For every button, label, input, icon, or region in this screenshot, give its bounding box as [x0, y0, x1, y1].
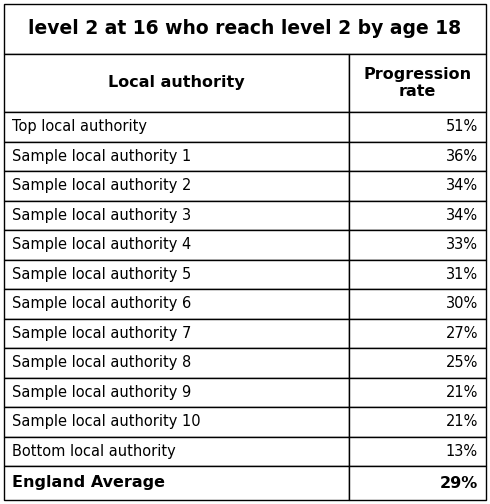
Text: 33%: 33%: [446, 237, 478, 252]
Text: Progression
rate: Progression rate: [363, 67, 471, 99]
Bar: [4, 142, 348, 171]
Bar: [4, 112, 348, 142]
Bar: [4, 466, 348, 500]
Text: Sample local authority 2: Sample local authority 2: [12, 178, 192, 193]
Text: 25%: 25%: [445, 355, 478, 370]
Bar: [348, 407, 486, 436]
Text: 31%: 31%: [446, 267, 478, 282]
Bar: [348, 201, 486, 230]
Bar: [4, 436, 348, 466]
Bar: [4, 260, 348, 289]
Text: Local authority: Local authority: [108, 76, 245, 91]
Text: 30%: 30%: [446, 296, 478, 311]
Bar: [4, 407, 348, 436]
Bar: [348, 466, 486, 500]
Text: 27%: 27%: [445, 326, 478, 341]
Text: 36%: 36%: [446, 149, 478, 164]
Bar: [4, 4, 486, 54]
Text: Top local authority: Top local authority: [12, 119, 147, 134]
Bar: [4, 319, 348, 348]
Text: Sample local authority 10: Sample local authority 10: [12, 414, 200, 429]
Bar: [4, 289, 348, 319]
Bar: [4, 171, 348, 201]
Text: Sample local authority 8: Sample local authority 8: [12, 355, 191, 370]
Bar: [348, 348, 486, 377]
Text: Sample local authority 7: Sample local authority 7: [12, 326, 192, 341]
Bar: [4, 348, 348, 377]
Text: 51%: 51%: [446, 119, 478, 134]
Text: 13%: 13%: [446, 444, 478, 459]
Text: Sample local authority 4: Sample local authority 4: [12, 237, 191, 252]
Bar: [348, 319, 486, 348]
Text: 29%: 29%: [440, 475, 478, 490]
Text: Sample local authority 6: Sample local authority 6: [12, 296, 191, 311]
Bar: [348, 230, 486, 260]
Text: level 2 at 16 who reach level 2 by age 18: level 2 at 16 who reach level 2 by age 1…: [28, 20, 462, 38]
Bar: [348, 142, 486, 171]
Bar: [4, 54, 348, 112]
Text: 34%: 34%: [446, 178, 478, 193]
Text: Sample local authority 3: Sample local authority 3: [12, 208, 191, 223]
Bar: [348, 436, 486, 466]
Bar: [4, 201, 348, 230]
Bar: [348, 112, 486, 142]
Text: Sample local authority 9: Sample local authority 9: [12, 385, 191, 400]
Text: Sample local authority 5: Sample local authority 5: [12, 267, 191, 282]
Text: 21%: 21%: [445, 385, 478, 400]
Bar: [348, 54, 486, 112]
Bar: [348, 260, 486, 289]
Bar: [348, 289, 486, 319]
Text: 21%: 21%: [445, 414, 478, 429]
Bar: [4, 377, 348, 407]
Text: 34%: 34%: [446, 208, 478, 223]
Text: Bottom local authority: Bottom local authority: [12, 444, 176, 459]
Bar: [4, 230, 348, 260]
Bar: [348, 377, 486, 407]
Text: England Average: England Average: [12, 475, 165, 490]
Bar: [348, 171, 486, 201]
Text: Sample local authority 1: Sample local authority 1: [12, 149, 191, 164]
